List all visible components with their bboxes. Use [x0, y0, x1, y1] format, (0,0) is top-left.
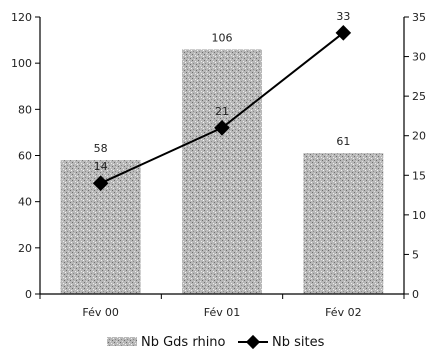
bar: [303, 153, 384, 294]
category-label: Fév 00: [82, 306, 119, 319]
legend-label-line: Nb sites: [272, 335, 325, 350]
bars: [60, 49, 384, 294]
right-tick-label: 25: [412, 90, 426, 103]
right-axis-ticks: 0 5 10 15 20 25 30 35: [404, 11, 426, 301]
category-label: Fév 01: [204, 306, 241, 319]
right-tick-label: 35: [412, 11, 426, 24]
legend-swatch-marker: [245, 334, 261, 350]
left-axis-ticks: 0 20 40 60 80 100 120: [11, 11, 40, 301]
right-tick-label: 5: [412, 248, 419, 261]
legend-swatch-bar: [107, 337, 137, 346]
left-tick-label: 40: [18, 196, 32, 209]
legend-label-bar: Nb Gds rhino: [141, 335, 226, 350]
bar-value-label: 61: [336, 135, 350, 148]
line-value-label: 14: [94, 160, 108, 173]
right-tick-label: 10: [412, 209, 426, 222]
right-tick-label: 20: [412, 130, 426, 143]
right-tick-label: 15: [412, 169, 426, 182]
left-tick-label: 80: [18, 103, 32, 116]
bar: [182, 49, 262, 294]
line-value-label: 33: [336, 10, 350, 23]
left-tick-label: 20: [18, 242, 32, 255]
legend: Nb Gds rhino Nb sites: [107, 334, 325, 350]
left-tick-label: 120: [11, 11, 32, 24]
line-point: [214, 120, 230, 136]
right-tick-label: 0: [412, 288, 419, 301]
line-point: [92, 175, 109, 191]
bar-value-label: 58: [94, 142, 108, 155]
right-tick-label: 30: [412, 51, 426, 64]
data-labels: 58 106 61 14 21 33: [94, 10, 351, 173]
category-label: Fév 02: [325, 306, 362, 319]
bar-value-label: 106: [212, 31, 233, 44]
line-value-label: 21: [215, 105, 229, 118]
left-tick-label: 60: [18, 150, 32, 163]
left-tick-label: 0: [25, 288, 32, 301]
axes: [39, 17, 405, 299]
category-labels: Fév 00 Fév 01 Fév 02: [82, 306, 361, 319]
left-tick-label: 100: [11, 57, 32, 70]
